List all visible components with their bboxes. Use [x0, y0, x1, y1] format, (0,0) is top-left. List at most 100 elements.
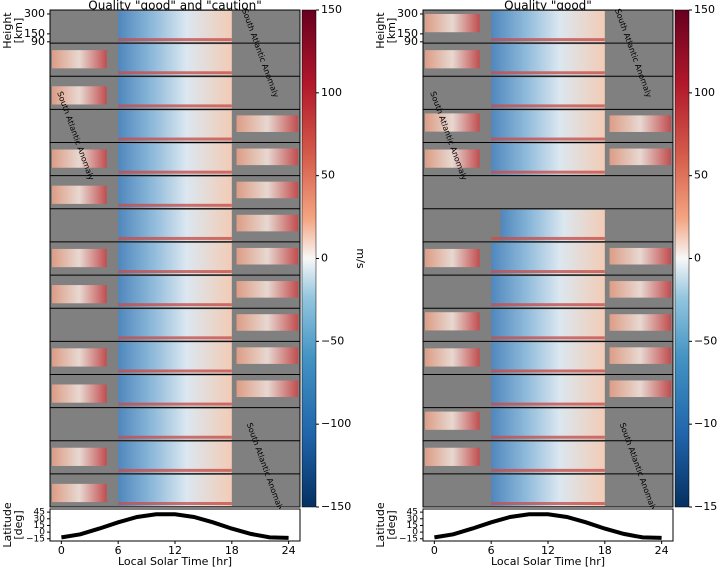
strip-left: [425, 312, 480, 331]
colorbar-tick-label: 50: [694, 169, 708, 182]
y-label: [deg]: [12, 510, 25, 539]
y-tick-label: 45: [34, 508, 45, 518]
y-tick-label: 45: [407, 508, 418, 518]
y-label: [km]: [12, 18, 25, 44]
x-label: Local Solar Time [hr]: [491, 555, 605, 568]
strip-left: [52, 86, 107, 105]
x-tick-label: 0: [58, 544, 65, 557]
colorbar-tick-label: −100: [321, 417, 351, 430]
strip-center: [491, 276, 605, 308]
strip-center: [491, 309, 605, 341]
strip-left: [52, 447, 107, 466]
colorbar-label: m/s: [354, 248, 367, 268]
strip-right: [609, 314, 671, 331]
strip-right: [236, 115, 298, 132]
strip-left: [425, 248, 480, 268]
strip-center: [118, 143, 232, 175]
strip-red: [491, 468, 605, 472]
y-tick-label: 15: [34, 521, 45, 531]
strip-red: [118, 303, 232, 307]
y-tick-label: 90: [404, 35, 418, 48]
strip-center: [491, 110, 605, 142]
y-tick-label: 90: [31, 35, 45, 48]
strip-red: [491, 236, 605, 240]
y-tick-label: 15: [407, 521, 418, 531]
strip-right: [236, 247, 298, 265]
y-label: Height: [1, 12, 14, 49]
x-tick-label: 0: [431, 544, 438, 557]
axes-frame: [49, 9, 301, 508]
strip-red: [118, 402, 232, 406]
strip-right: [236, 347, 298, 364]
strip-red: [118, 435, 232, 439]
strip-right: [236, 214, 298, 232]
strip-left: [425, 411, 480, 430]
strip-center: [118, 44, 232, 76]
latitude-line: [61, 512, 289, 540]
strip-center: [491, 408, 605, 440]
strip-right: [609, 247, 671, 265]
strip-center: [491, 44, 605, 76]
strip-red: [491, 270, 605, 274]
strip-red: [118, 170, 232, 174]
x-tick-label: 24: [655, 544, 669, 557]
strip-left: [425, 50, 480, 69]
y-label: Latitude: [374, 502, 387, 548]
strip-red: [491, 402, 605, 406]
strip-left: [52, 384, 107, 403]
strip-left: [425, 113, 480, 132]
strip-red: [118, 236, 232, 240]
colorbar-tick-label: 150: [694, 3, 715, 16]
strip-center: [491, 375, 605, 407]
strip-left: [52, 248, 107, 268]
strip-right: [609, 347, 671, 364]
strip-red: [118, 369, 232, 373]
strip-red: [491, 303, 605, 307]
y-label: [deg]: [385, 510, 398, 539]
y-label: Height: [374, 12, 387, 49]
strip-bg: [423, 175, 673, 209]
strip-center: [118, 110, 232, 142]
colorbar-tick-label: −50: [321, 334, 344, 347]
strip-red: [118, 71, 232, 75]
colorbar-tick-label: 0: [694, 252, 701, 265]
y-label: Latitude: [1, 502, 14, 548]
strip-center: [491, 11, 605, 43]
strip-red: [491, 502, 605, 505]
strip-center: [118, 209, 232, 241]
colorbar-tick-label: 50: [321, 169, 335, 182]
x-tick-label: 6: [115, 544, 122, 557]
strip-right: [609, 115, 671, 132]
strip-left: [425, 149, 480, 168]
strip-left: [425, 348, 480, 367]
strip-left: [425, 14, 480, 33]
strip-center: [491, 143, 605, 175]
colorbar-tick-label: 100: [694, 86, 715, 99]
strip-red: [118, 203, 232, 207]
colorbar-tick-label: 100: [321, 86, 342, 99]
colorbar-tick-label: −50: [694, 334, 717, 347]
strip-red: [491, 369, 605, 373]
y-tick-label: 150: [24, 27, 45, 40]
x-tick-label: 18: [598, 544, 612, 557]
x-tick-label: 6: [488, 544, 495, 557]
strip-center: [118, 474, 232, 506]
strip-red: [491, 104, 605, 108]
strip-red: [118, 38, 232, 42]
strip-center: [491, 342, 605, 374]
y-tick-label: 0: [39, 528, 45, 538]
strip-center: [491, 242, 605, 275]
panel-title: Quality "good" and "caution": [88, 0, 261, 13]
strip-red: [118, 137, 232, 141]
strip-center: [118, 11, 232, 43]
x-tick-label: 18: [225, 544, 239, 557]
y-tick-label: −15: [26, 534, 45, 544]
y-label: [km]: [385, 18, 398, 44]
y-tick-label: 0: [412, 528, 418, 538]
strip-red: [491, 170, 605, 174]
x-tick-label: 24: [282, 544, 296, 557]
strip-red: [118, 468, 232, 472]
strip-red: [491, 435, 605, 439]
